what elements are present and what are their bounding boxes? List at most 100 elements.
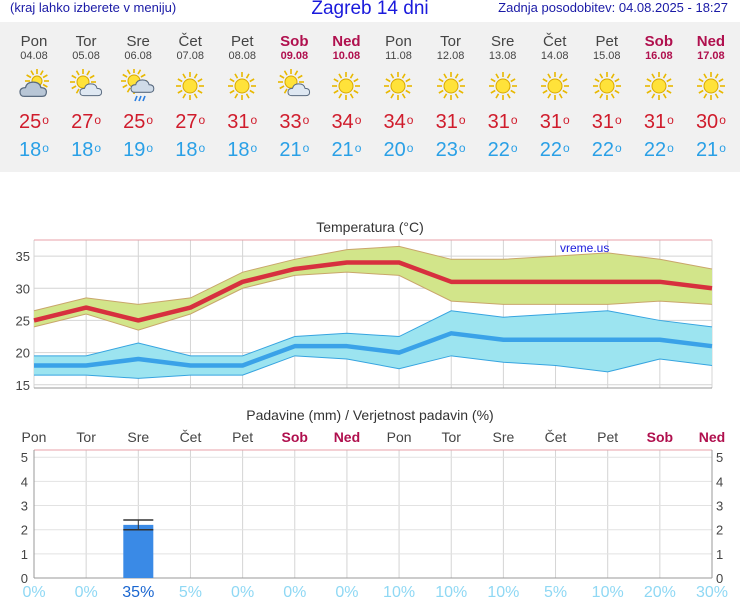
precipitation-probability: 0% xyxy=(335,584,358,600)
day-column: Ned 10.08 34o 21o xyxy=(320,22,372,162)
day-name: Sre xyxy=(126,33,150,50)
day-date: 16.08 xyxy=(645,50,673,62)
min-temperature: 22o xyxy=(591,139,622,161)
y-tick-label-right: 5 xyxy=(716,450,723,465)
day-date: 08.08 xyxy=(228,50,257,62)
temperature-chart: Temperatura (°C) 15 20 25 30 35 vreme.us xyxy=(16,219,713,393)
band-upper-edge xyxy=(33,245,713,312)
day-column: Pet 15.08 31o 22o xyxy=(581,22,633,162)
day-name: Tor xyxy=(440,33,461,50)
max-temperature: 31o xyxy=(435,111,466,133)
precipitation-probability: 10% xyxy=(383,584,415,600)
max-temperature: 31o xyxy=(487,111,518,133)
min-temperature-band xyxy=(34,310,712,379)
max-temperature: 31o xyxy=(591,111,622,133)
x-tick-label: Pon xyxy=(387,429,412,445)
watermark: vreme.us xyxy=(560,241,609,255)
day-column: Tor 12.08 31o 23o xyxy=(425,22,477,162)
min-temperature: 18o xyxy=(19,139,49,161)
min-temperature: 19o xyxy=(123,139,154,161)
max-temperature: 31o xyxy=(643,111,674,133)
y-tick-label-right: 4 xyxy=(716,474,723,489)
chart-title: Padavine (mm) / Verjetnost padavin (%) xyxy=(246,407,493,423)
precipitation-probability: 0% xyxy=(75,584,98,600)
last-update: Zadnja posodobitev: 04.08.2025 - 18:27 xyxy=(498,0,728,15)
day-name: Pon xyxy=(385,33,412,50)
max-temperature: 33o xyxy=(279,111,310,133)
day-date: 14.08 xyxy=(540,50,569,62)
day-date: 17.08 xyxy=(697,50,725,62)
day-name: Sob xyxy=(280,33,309,50)
day-date: 15.08 xyxy=(593,50,621,62)
max-temperature: 31o xyxy=(227,111,258,133)
x-tick-label: Čet xyxy=(545,429,567,445)
min-temperature: 20o xyxy=(383,139,414,161)
max-temperature-band xyxy=(34,246,712,331)
sun-icon xyxy=(164,69,216,103)
y-tick-label-right: 2 xyxy=(716,523,723,538)
day-column: Sob 09.08 33o 21o xyxy=(268,22,320,161)
max-temperature: 34o xyxy=(331,111,362,133)
band-lower-edge xyxy=(33,271,713,331)
x-tick-label: Čet xyxy=(180,429,202,445)
sun-icon xyxy=(216,69,268,103)
day-name: Tor xyxy=(75,33,97,50)
day-column: Ned 17.08 30o 21o xyxy=(685,22,737,162)
max-temperature: 27o xyxy=(71,111,102,133)
y-tick-label-right: 1 xyxy=(716,547,723,562)
max-temperature: 27o xyxy=(175,111,206,133)
chart-title: Temperatura (°C) xyxy=(316,219,424,235)
day-date: 13.08 xyxy=(488,50,517,62)
max-temperature: 31o xyxy=(539,111,570,133)
day-date: 09.08 xyxy=(280,50,309,62)
sun-icon xyxy=(320,69,372,103)
y-tick-label: 35 xyxy=(16,249,30,264)
day-date: 06.08 xyxy=(124,50,152,62)
day-column: Pon 11.08 34o 20o xyxy=(372,22,424,162)
precipitation-probability: 0% xyxy=(283,584,306,600)
min-temperature: 21o xyxy=(279,139,310,161)
y-tick-label: 20 xyxy=(16,346,30,361)
min-temperature: 18o xyxy=(227,139,258,161)
day-date: 04.08 xyxy=(20,50,48,62)
precipitation-probability: 0% xyxy=(22,584,45,600)
min-temperature: 18o xyxy=(175,139,206,161)
sun-cloud-icon xyxy=(60,69,112,103)
precipitation-probability: 10% xyxy=(435,584,467,600)
daily-forecast: Pon 04.08 25o 18o Tor 05.08 27o 18o Sre 06.08 25o 1… xyxy=(0,22,740,172)
precipitation-probability: 10% xyxy=(487,584,519,600)
sun-icon xyxy=(477,69,529,103)
min-temperature: 18o xyxy=(71,139,102,161)
precipitation-probability: 5% xyxy=(544,584,567,600)
min-temperature: 23o xyxy=(435,139,466,161)
y-tick-label-left: 0 xyxy=(21,571,28,586)
day-column: Čet 07.08 27o 18o xyxy=(164,22,216,162)
precipitation-probability: 10% xyxy=(592,584,624,600)
location-hint[interactable]: (kraj lahko izberete v meniju) xyxy=(10,0,177,15)
min-temperature: 22o xyxy=(487,139,518,161)
max-temperature: 25o xyxy=(19,111,49,133)
max-temperature: 34o xyxy=(383,111,414,133)
min-temperature-line xyxy=(34,331,713,368)
y-tick-label-right: 3 xyxy=(716,499,723,514)
x-tick-label: Pet xyxy=(232,429,253,445)
min-temperature: 21o xyxy=(695,139,726,161)
day-name: Sob xyxy=(644,33,673,50)
x-tick-label: Sre xyxy=(127,429,149,445)
y-tick-label-left: 2 xyxy=(21,523,28,538)
day-column: Pet 08.08 31o 18o xyxy=(216,22,268,162)
header: (kraj lahko izberete v meniju) Zagreb 14… xyxy=(0,0,740,22)
sun-icon xyxy=(372,69,424,103)
min-temperature: 22o xyxy=(539,139,570,161)
day-name: Ned xyxy=(696,33,726,50)
y-tick-label-left: 3 xyxy=(21,499,28,514)
y-tick-label: 25 xyxy=(16,313,30,328)
x-tick-label: Tor xyxy=(76,429,96,445)
band-upper-edge xyxy=(34,310,713,357)
sun-cloud-icon xyxy=(268,69,320,103)
precipitation-probability: 0% xyxy=(231,584,254,600)
day-date: 05.08 xyxy=(72,50,100,62)
precipitation-chart: Padavine (mm) / Verjetnost padavin (%) Po… xyxy=(21,407,728,600)
x-tick-label: Sob xyxy=(282,429,308,445)
min-temperature: 21o xyxy=(331,139,362,161)
